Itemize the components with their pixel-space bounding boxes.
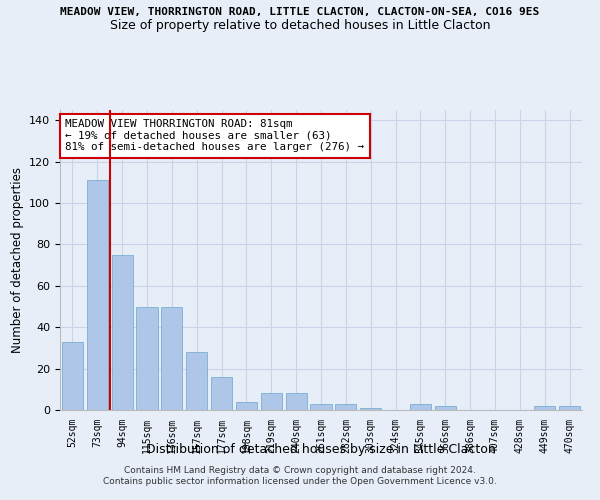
Bar bbox=[161, 306, 182, 410]
Text: Contains public sector information licensed under the Open Government Licence v3: Contains public sector information licen… bbox=[103, 478, 497, 486]
Text: MEADOW VIEW THORRINGTON ROAD: 81sqm
← 19% of detached houses are smaller (63)
81: MEADOW VIEW THORRINGTON ROAD: 81sqm ← 19… bbox=[65, 119, 364, 152]
Bar bbox=[236, 402, 257, 410]
Bar bbox=[335, 404, 356, 410]
Bar bbox=[136, 306, 158, 410]
Bar bbox=[112, 255, 133, 410]
Bar bbox=[360, 408, 381, 410]
Bar bbox=[211, 377, 232, 410]
Bar bbox=[559, 406, 580, 410]
Bar bbox=[261, 394, 282, 410]
Text: Size of property relative to detached houses in Little Clacton: Size of property relative to detached ho… bbox=[110, 19, 490, 32]
Text: Contains HM Land Registry data © Crown copyright and database right 2024.: Contains HM Land Registry data © Crown c… bbox=[124, 466, 476, 475]
Bar bbox=[435, 406, 456, 410]
Text: MEADOW VIEW, THORRINGTON ROAD, LITTLE CLACTON, CLACTON-ON-SEA, CO16 9ES: MEADOW VIEW, THORRINGTON ROAD, LITTLE CL… bbox=[61, 8, 539, 18]
Bar bbox=[186, 352, 207, 410]
Y-axis label: Number of detached properties: Number of detached properties bbox=[11, 167, 23, 353]
Bar bbox=[410, 404, 431, 410]
Bar bbox=[310, 404, 332, 410]
Bar bbox=[534, 406, 555, 410]
Bar bbox=[87, 180, 108, 410]
Bar bbox=[62, 342, 83, 410]
Text: Distribution of detached houses by size in Little Clacton: Distribution of detached houses by size … bbox=[146, 442, 496, 456]
Bar bbox=[286, 394, 307, 410]
